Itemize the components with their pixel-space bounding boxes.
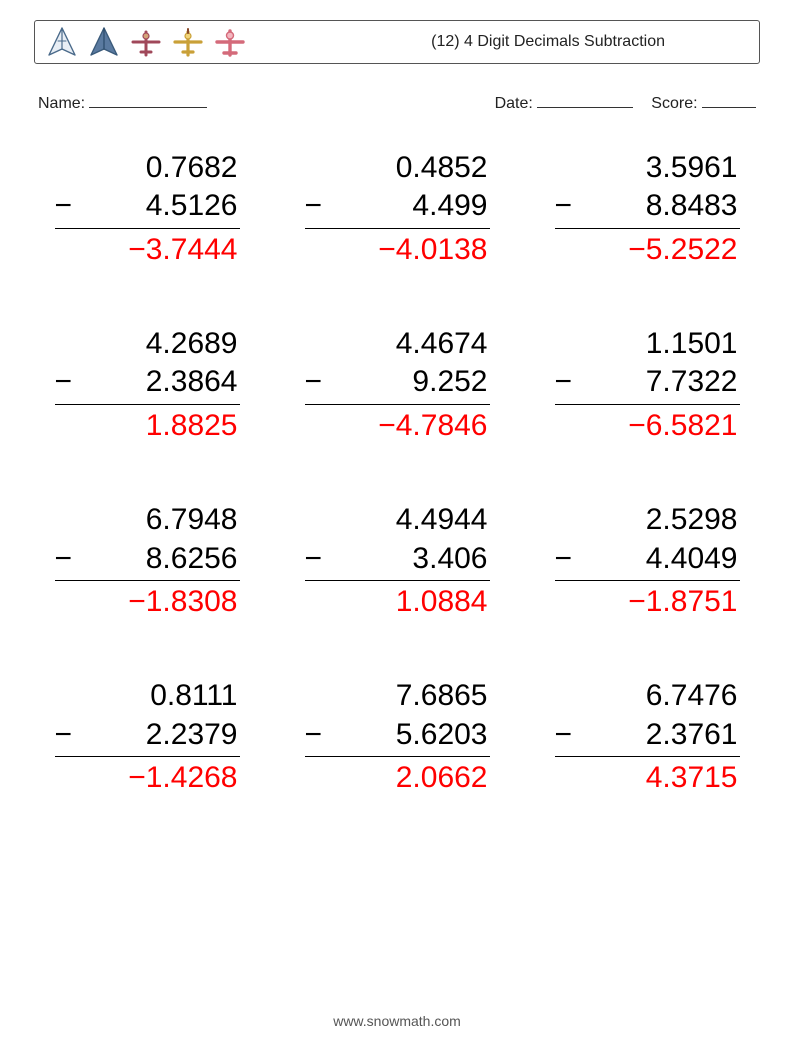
- subtrahend: 4.4049: [577, 540, 740, 578]
- name-label: Name:: [38, 95, 85, 113]
- plane2-icon: [87, 25, 121, 59]
- minuend: 3.5961: [555, 149, 740, 187]
- problem: 3.5961−8.8483−5.2522: [555, 149, 740, 269]
- minus-sign: −: [55, 187, 77, 225]
- minus-sign: −: [555, 363, 577, 401]
- info-right: Date: Score:: [495, 90, 756, 113]
- minuend: 2.5298: [555, 501, 740, 539]
- subtrahend: 8.8483: [577, 187, 740, 225]
- subtraction-row: −2.3761: [555, 716, 740, 757]
- answer: 4.3715: [555, 757, 740, 797]
- subtrahend: 8.6256: [77, 540, 240, 578]
- subtrahend: 4.5126: [77, 187, 240, 225]
- answer: 1.0884: [305, 581, 490, 621]
- problem: 2.5298−4.4049−1.8751: [555, 501, 740, 621]
- subtraction-row: −9.252: [305, 363, 490, 404]
- answer: −1.4268: [55, 757, 240, 797]
- minuend: 6.7948: [55, 501, 240, 539]
- answer: −4.7846: [305, 405, 490, 445]
- problem: 0.4852−4.499−4.0138: [305, 149, 490, 269]
- subtraction-row: −8.6256: [55, 540, 240, 581]
- info-left: Name:: [38, 90, 207, 113]
- subtraction-row: −7.7322: [555, 363, 740, 404]
- minus-sign: −: [555, 540, 577, 578]
- subtraction-row: −4.5126: [55, 187, 240, 228]
- minuend: 0.8111: [55, 677, 240, 715]
- problem: 4.4674−9.252−4.7846: [305, 325, 490, 445]
- subtraction-row: −4.499: [305, 187, 490, 228]
- minus-sign: −: [555, 716, 577, 754]
- plane1-icon: [45, 25, 79, 59]
- header-bar: (12) 4 Digit Decimals Subtraction: [34, 20, 760, 64]
- minuend: 6.7476: [555, 677, 740, 715]
- subtraction-row: −8.8483: [555, 187, 740, 228]
- subtrahend: 2.3761: [577, 716, 740, 754]
- date-blank: [537, 90, 633, 108]
- footer: www.snowmath.com: [0, 1013, 794, 1029]
- name-blank: [89, 90, 207, 108]
- answer: 1.8825: [55, 405, 240, 445]
- answer: −6.5821: [555, 405, 740, 445]
- worksheet-title: (12) 4 Digit Decimals Subtraction: [431, 33, 749, 51]
- info-row: Name: Date: Score:: [34, 90, 760, 113]
- score-group: Score:: [651, 90, 756, 113]
- answer: 2.0662: [305, 757, 490, 797]
- answer: −5.2522: [555, 229, 740, 269]
- minus-sign: −: [305, 716, 327, 754]
- date-group: Date:: [495, 90, 634, 113]
- problem: 0.8111−2.2379−1.4268: [55, 677, 240, 797]
- minus-sign: −: [55, 540, 77, 578]
- subtrahend: 7.7322: [577, 363, 740, 401]
- minus-sign: −: [305, 540, 327, 578]
- minuend: 7.6865: [305, 677, 490, 715]
- plane4-icon: [171, 25, 205, 59]
- answer: −3.7444: [55, 229, 240, 269]
- minuend: 4.2689: [55, 325, 240, 363]
- answer: −1.8751: [555, 581, 740, 621]
- subtrahend: 2.2379: [77, 716, 240, 754]
- minuend: 4.4674: [305, 325, 490, 363]
- score-label: Score:: [651, 95, 697, 112]
- icon-strip: [45, 25, 247, 59]
- plane5-icon: [213, 25, 247, 59]
- minuend: 0.7682: [55, 149, 240, 187]
- problem: 4.2689−2.38641.8825: [55, 325, 240, 445]
- plane3-icon: [129, 25, 163, 59]
- problem: 1.1501−7.7322−6.5821: [555, 325, 740, 445]
- minuend: 0.4852: [305, 149, 490, 187]
- minus-sign: −: [555, 187, 577, 225]
- subtrahend: 4.499: [327, 187, 490, 225]
- minus-sign: −: [55, 363, 77, 401]
- answer: −4.0138: [305, 229, 490, 269]
- problem: 4.4944−3.4061.0884: [305, 501, 490, 621]
- subtraction-row: −4.4049: [555, 540, 740, 581]
- problem: 7.6865−5.62032.0662: [305, 677, 490, 797]
- subtrahend: 9.252: [327, 363, 490, 401]
- subtraction-row: −2.2379: [55, 716, 240, 757]
- subtrahend: 2.3864: [77, 363, 240, 401]
- subtraction-row: −5.6203: [305, 716, 490, 757]
- minus-sign: −: [305, 187, 327, 225]
- minuend: 1.1501: [555, 325, 740, 363]
- problems-grid: 0.7682−4.5126−3.74440.4852−4.499−4.01383…: [34, 149, 760, 798]
- problem: 0.7682−4.5126−3.7444: [55, 149, 240, 269]
- minus-sign: −: [55, 716, 77, 754]
- minuend: 4.4944: [305, 501, 490, 539]
- subtraction-row: −3.406: [305, 540, 490, 581]
- subtraction-row: −2.3864: [55, 363, 240, 404]
- subtrahend: 3.406: [327, 540, 490, 578]
- answer: −1.8308: [55, 581, 240, 621]
- problem: 6.7948−8.6256−1.8308: [55, 501, 240, 621]
- score-blank: [702, 90, 756, 108]
- subtrahend: 5.6203: [327, 716, 490, 754]
- minus-sign: −: [305, 363, 327, 401]
- problem: 6.7476−2.37614.3715: [555, 677, 740, 797]
- date-label: Date:: [495, 95, 533, 112]
